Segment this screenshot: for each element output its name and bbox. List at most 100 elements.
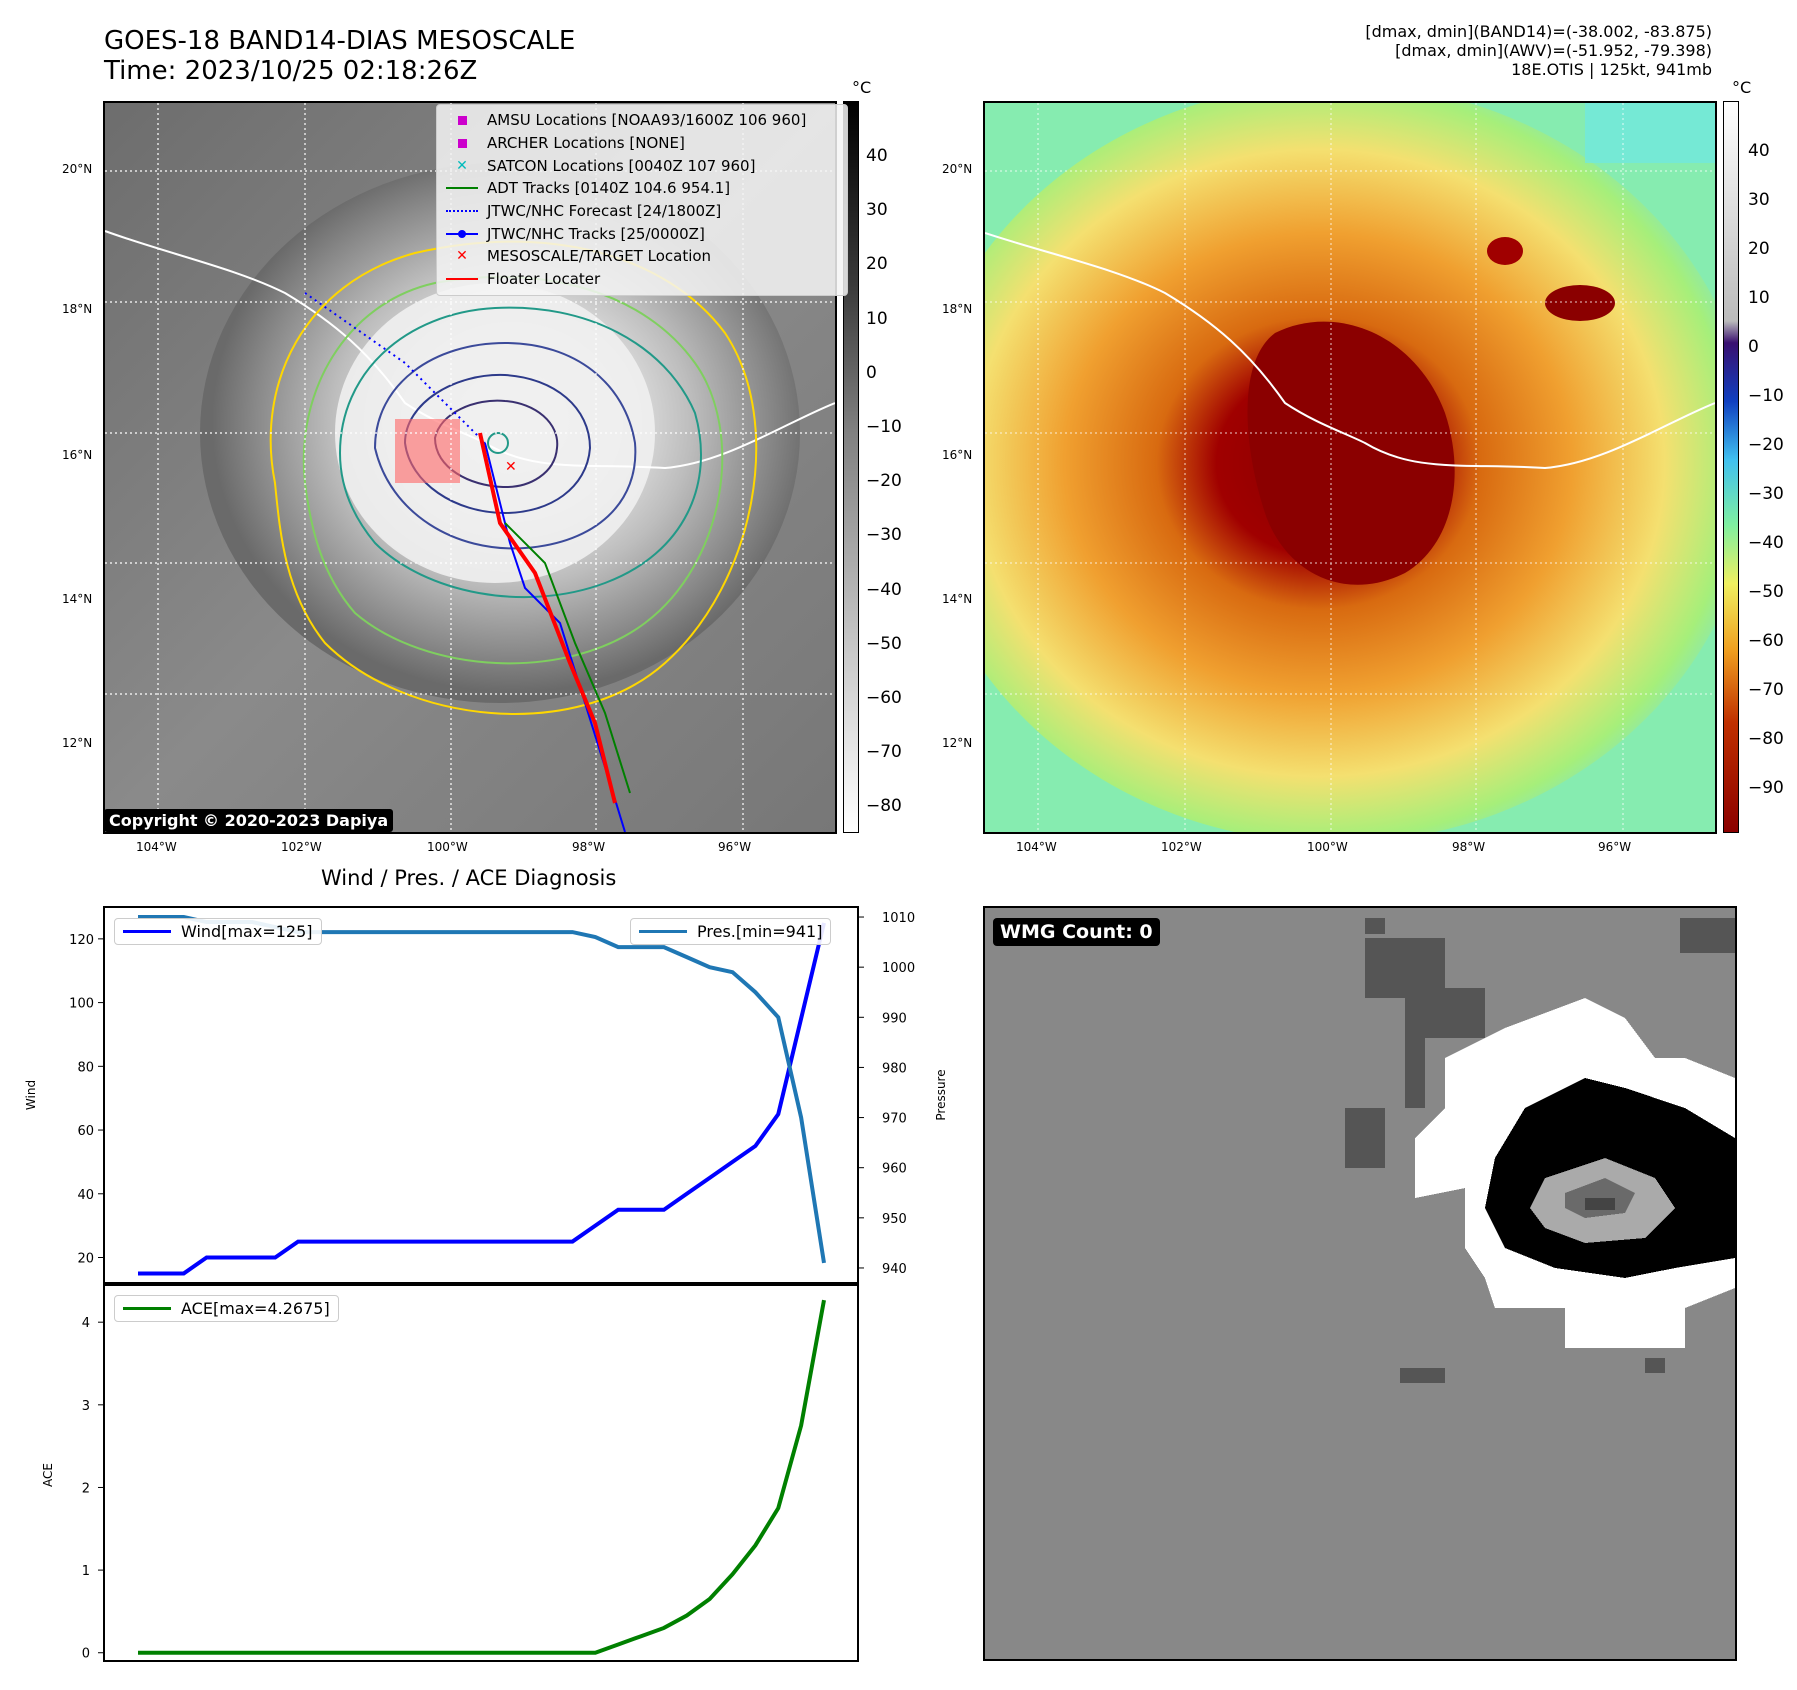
color-cbar-unit: °C — [1732, 78, 1752, 97]
color-cbar-tick-4: 0 — [1748, 337, 1759, 357]
gray-cbar-tick-6: −20 — [866, 471, 902, 492]
wind-ytick-label-3: 80 — [77, 1060, 94, 1075]
color-cbar-tick-1: 30 — [1748, 190, 1770, 210]
lon-label-left-2: 100°W — [427, 840, 468, 854]
legend-label-6: MESOSCALE/TARGET Location — [487, 247, 712, 266]
pres-ytick-label-5: 990 — [882, 1011, 907, 1026]
lat-label-right-0: 20°N — [942, 162, 973, 176]
gray-cbar-tick-4: 0 — [866, 362, 877, 383]
legend-symbol-4 — [445, 210, 479, 213]
ace-ytick-label-3: 3 — [82, 1399, 90, 1414]
map-legend: AMSU Locations [NOAA93/1600Z 106 960] ARC… — [436, 104, 848, 296]
title-line-1: GOES-18 BAND14-DIAS MESOSCALE — [104, 26, 576, 56]
lat-label-right-1: 18°N — [942, 302, 973, 316]
gray-cbar-tick-7: −30 — [866, 525, 902, 546]
wind-legend: Wind[max=125] — [114, 918, 322, 945]
wind-ytick-label-1: 40 — [77, 1188, 94, 1203]
stats-line-1: [dmax, dmin](BAND14)=(-38.002, -83.875) — [1365, 22, 1712, 41]
pres-ytick-label-0: 940 — [882, 1262, 907, 1277]
wmg-panel — [983, 906, 1737, 1661]
color-cbar-tick-7: −30 — [1748, 484, 1784, 504]
lon-label-right-1: 102°W — [1161, 840, 1202, 854]
legend-entry-0: AMSU Locations [NOAA93/1600Z 106 960] — [445, 109, 839, 132]
wmg-count-label: WMG Count: 0 — [993, 918, 1160, 946]
title-line-2: Time: 2023/10/25 02:18:26Z — [104, 56, 478, 86]
stats-line-2: [dmax, dmin](AWV)=(-51.952, -79.398) — [1395, 41, 1712, 60]
ace-chart: 0 1 2 3 4 ACE — [41, 1284, 859, 1662]
pressure-series-line — [138, 915, 826, 1264]
gray-cbar-tick-11: −70 — [866, 742, 902, 763]
pressure-legend-label: Pres.[min=941] — [697, 922, 823, 941]
gray-cbar-tick-2: 20 — [866, 254, 888, 275]
legend-symbol-1 — [445, 138, 479, 148]
pres-ytick-label-7: 1010 — [882, 911, 915, 926]
legend-entry-4: JTWC/NHC Forecast [24/1800Z] — [445, 200, 839, 223]
ace-legend: ACE[max=4.2675] — [114, 1295, 339, 1322]
color-cbar-tick-3: 10 — [1748, 288, 1770, 308]
adt-track — [504, 522, 631, 794]
pressure-legend-swatch — [639, 930, 687, 933]
legend-entry-7: Floater Locater — [445, 268, 839, 291]
color-cbar-tick-5: −10 — [1748, 386, 1784, 406]
wind-chart-frame — [103, 906, 859, 1284]
legend-symbol-2: ✕ — [456, 157, 468, 174]
floater-track — [478, 432, 617, 804]
lon-label-left-0: 104°W — [136, 840, 177, 854]
legend-label-5: JTWC/NHC Tracks [25/0000Z] — [487, 224, 705, 243]
cold-spot-northeast — [1487, 237, 1523, 265]
map-grid-color — [985, 103, 1715, 832]
chart-title: GOES-18 BAND14-DIAS MESOSCALE Time: 2023… — [104, 26, 575, 86]
legend-label-3: ADT Tracks [0140Z 104.6 954.1] — [487, 179, 731, 198]
ace-legend-swatch — [123, 1307, 171, 1310]
ace-ytick-label-0: 0 — [82, 1647, 90, 1662]
pressure-axis-label: Pressure — [934, 1069, 948, 1120]
color-cbar-tick-2: 20 — [1748, 239, 1770, 259]
stats-line-3: 18E.OTIS | 125kt, 941mb — [1511, 60, 1712, 79]
legend-entry-5: JTWC/NHC Tracks [25/0000Z] — [445, 222, 839, 245]
gray-cbar-tick-8: −40 — [866, 579, 902, 600]
legend-entry-3: ADT Tracks [0140Z 104.6 954.1] — [445, 177, 839, 200]
legend-symbol-5 — [445, 229, 479, 238]
lat-label-left-2: 16°N — [62, 448, 93, 462]
stats-block: [dmax, dmin](BAND14)=(-38.002, -83.875) … — [1365, 22, 1712, 79]
color-cbar-tick-6: −20 — [1748, 435, 1784, 455]
lat-label-left-0: 20°N — [62, 162, 93, 176]
color-cbar-tick-13: −90 — [1748, 778, 1784, 798]
wind-ytick-label-4: 100 — [69, 997, 94, 1012]
lat-label-right-2: 16°N — [942, 448, 973, 462]
wind-legend-label: Wind[max=125] — [181, 922, 313, 941]
wind-axis-label: Wind — [24, 1080, 38, 1110]
legend-label-2: SATCON Locations [0040Z 107 960] — [487, 156, 756, 175]
legend-entry-1: ARCHER Locations [NONE] — [445, 132, 839, 155]
legend-entry-2: ✕ SATCON Locations [0040Z 107 960] — [445, 154, 839, 177]
gray-cbar-unit: °C — [852, 78, 872, 97]
legend-symbol-7 — [445, 278, 479, 281]
ace-series-line — [138, 1299, 826, 1655]
legend-symbol-0 — [445, 115, 479, 125]
pres-ytick-label-4: 980 — [882, 1061, 907, 1076]
color-cbar-tick-12: −80 — [1748, 729, 1784, 749]
legend-symbol-3 — [445, 187, 479, 190]
lat-label-left-3: 14°N — [62, 592, 93, 606]
ace-legend-label: ACE[max=4.2675] — [181, 1299, 330, 1318]
pres-ytick-label-2: 960 — [882, 1162, 907, 1177]
copyright-label: Copyright © 2020-2023 Dapiya — [104, 809, 394, 832]
ace-ytick-label-2: 2 — [82, 1481, 90, 1496]
lon-label-right-0: 104°W — [1016, 840, 1057, 854]
lat-label-left-1: 18°N — [62, 302, 93, 316]
wind-ytick-label-5: 120 — [69, 933, 94, 948]
legend-label-1: ARCHER Locations [NONE] — [487, 134, 685, 153]
wind-pressure-chart: 20 40 60 80 100 120 940 950 960 970 980 990 1000 1010… — [24, 906, 948, 1284]
pres-ytick-label-6: 1000 — [882, 961, 915, 976]
color-map-image — [985, 103, 1715, 832]
color-cbar-tick-10: −60 — [1748, 631, 1784, 651]
coastline-color — [985, 232, 1715, 470]
legend-label-4: JTWC/NHC Forecast [24/1800Z] — [487, 202, 722, 221]
legend-label-7: Floater Locater — [487, 270, 601, 289]
ace-ytick-label-1: 1 — [82, 1564, 90, 1579]
lat-label-right-4: 12°N — [942, 736, 973, 750]
lat-label-right-3: 14°N — [942, 592, 973, 606]
target-marker: ✕ — [505, 459, 517, 475]
wind-ytick-label-2: 60 — [77, 1124, 94, 1139]
wind-series-line — [138, 922, 826, 1276]
